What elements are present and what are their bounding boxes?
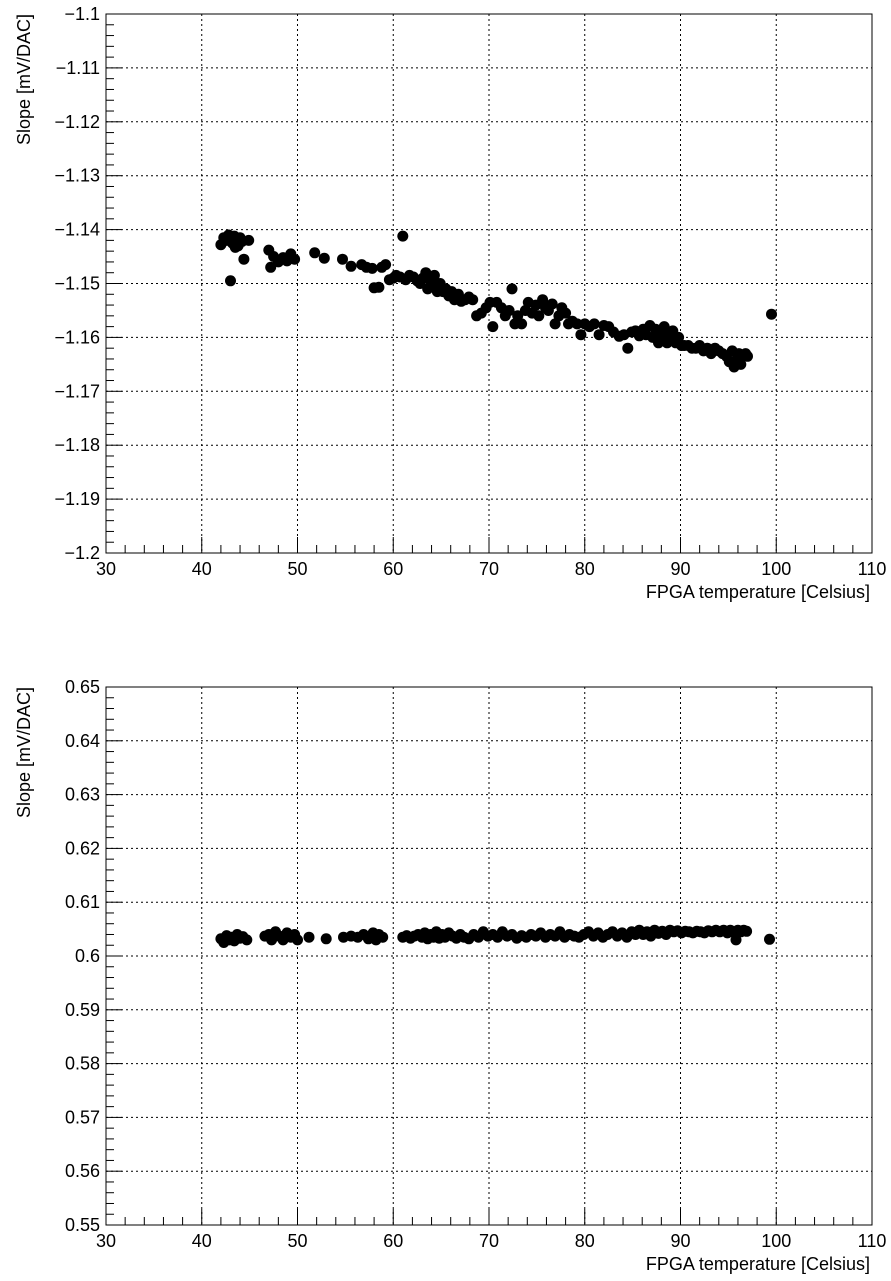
data-point xyxy=(265,261,277,273)
y-tick-label: 0.56 xyxy=(65,1161,100,1181)
x-tick-label: 70 xyxy=(479,559,499,579)
y-tick-label: −1.12 xyxy=(54,112,100,132)
data-point xyxy=(742,350,753,362)
data-point xyxy=(487,321,499,333)
x-tick-label: 110 xyxy=(858,1231,887,1251)
y-tick-label: 0.55 xyxy=(65,1215,100,1235)
y-axis-title: Slope [mV/DAC] xyxy=(14,14,34,145)
x-tick-label: 80 xyxy=(575,559,595,579)
x-tick-label: 30 xyxy=(96,1231,116,1251)
x-tick-label: 70 xyxy=(479,1231,499,1251)
x-tick-label: 50 xyxy=(287,559,307,579)
data-point xyxy=(229,241,241,253)
y-tick-label: −1.17 xyxy=(54,381,100,401)
data-point xyxy=(289,253,301,265)
plot-area xyxy=(106,687,872,1225)
data-point xyxy=(238,253,250,265)
data-points xyxy=(215,229,777,373)
y-tick-label: −1.2 xyxy=(64,543,100,563)
data-point xyxy=(730,934,742,946)
y-tick-label: 0.63 xyxy=(65,785,100,805)
top-scatter-panel: 30 40 50 60 70 80 90 100 110 −1.2 −1.19 −1.18 −1.17 −… xyxy=(14,4,886,602)
x-tick-label: 100 xyxy=(761,559,791,579)
data-point xyxy=(506,283,518,295)
x-tick-label: 90 xyxy=(670,1231,690,1251)
y-tick-label: −1.15 xyxy=(54,274,100,294)
data-point xyxy=(420,267,432,279)
plot-frame xyxy=(105,686,873,1226)
y-axis-title: Slope [mV/DAC] xyxy=(14,687,34,818)
x-axis-title: FPGA temperature [Celsius] xyxy=(646,1254,870,1274)
data-point xyxy=(560,307,572,319)
x-tick-label: 90 xyxy=(670,559,690,579)
data-point xyxy=(241,934,253,946)
data-point xyxy=(243,234,255,246)
y-tick-label: −1.13 xyxy=(54,166,100,186)
data-point xyxy=(303,931,315,943)
data-point xyxy=(397,230,409,242)
data-point xyxy=(377,931,389,943)
y-tick-label: 0.59 xyxy=(65,1000,100,1020)
data-point xyxy=(533,310,545,322)
y-tick-label: 0.6 xyxy=(75,946,100,966)
y-tick-label: 0.65 xyxy=(65,677,100,697)
data-point xyxy=(467,294,479,306)
y-tick-label: 0.57 xyxy=(65,1107,100,1127)
y-tick-label: −1.16 xyxy=(54,327,100,347)
data-point xyxy=(622,342,634,354)
data-point xyxy=(373,281,385,293)
data-point xyxy=(345,260,357,272)
x-tick-label: 110 xyxy=(858,559,887,579)
y-tick-label: 0.64 xyxy=(65,731,100,751)
data-point xyxy=(764,933,775,945)
data-point xyxy=(571,318,583,330)
plot-frame xyxy=(105,13,873,554)
x-tick-label: 30 xyxy=(96,559,116,579)
y-tick-label: −1.11 xyxy=(56,58,100,78)
y-tick-label: −1.18 xyxy=(54,435,100,455)
y-tick-label: 0.61 xyxy=(65,892,100,912)
data-point xyxy=(766,308,777,320)
data-point xyxy=(593,329,605,341)
data-point xyxy=(366,262,378,274)
data-point xyxy=(380,259,392,271)
x-tick-label: 50 xyxy=(287,1231,307,1251)
y-tick-label: 0.58 xyxy=(65,1054,100,1074)
x-tick-label: 80 xyxy=(575,1231,595,1251)
data-point xyxy=(309,247,321,259)
x-tick-label: 100 xyxy=(761,1231,791,1251)
data-point xyxy=(292,934,303,946)
y-tick-label: −1.19 xyxy=(54,489,100,509)
data-point xyxy=(588,318,600,330)
x-tick-label: 60 xyxy=(383,559,403,579)
data-point xyxy=(337,253,348,265)
data-point xyxy=(503,305,515,316)
x-tick-label: 40 xyxy=(192,559,212,579)
x-tick-label: 60 xyxy=(383,1231,403,1251)
bottom-scatter-panel: 30 40 50 60 70 80 90 100 110 0.55 0.56 0.57 0.58 0.59… xyxy=(14,677,886,1274)
data-point xyxy=(658,321,670,333)
x-axis-title: FPGA temperature [Celsius] xyxy=(646,582,870,602)
data-point xyxy=(320,933,332,945)
data-point xyxy=(225,275,236,287)
data-point xyxy=(516,318,528,330)
x-tick-label: 40 xyxy=(192,1231,212,1251)
data-point xyxy=(428,269,440,281)
data-point xyxy=(546,298,558,310)
data-point xyxy=(741,925,753,937)
data-point xyxy=(575,329,587,341)
y-tick-label: −1.14 xyxy=(54,220,100,240)
data-point xyxy=(318,252,330,264)
data-points xyxy=(215,924,775,948)
y-tick-label: −1.1 xyxy=(64,4,100,24)
y-tick-label: 0.62 xyxy=(65,838,100,858)
